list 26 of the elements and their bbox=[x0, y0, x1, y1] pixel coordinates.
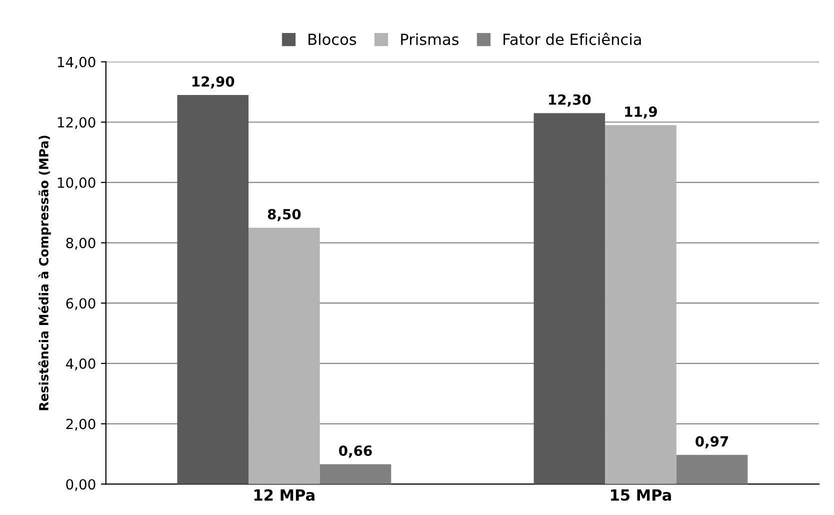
legend-label: Blocos bbox=[308, 33, 356, 46]
y-tick-label: 8,00 bbox=[66, 238, 96, 250]
data-label: 0,97 bbox=[696, 436, 728, 448]
x-tick-label: 12 MPa bbox=[254, 489, 314, 501]
bar bbox=[177, 94, 249, 484]
bar bbox=[676, 454, 748, 484]
data-label: 11,9 bbox=[625, 106, 657, 119]
data-label: 0,66 bbox=[339, 445, 372, 458]
y-tick-label: 2,00 bbox=[66, 418, 96, 431]
bar bbox=[534, 113, 606, 484]
bar bbox=[248, 228, 320, 484]
x-tick-label: 15 MPa bbox=[611, 489, 671, 501]
bar bbox=[605, 125, 676, 484]
y-tick-label: 0,00 bbox=[66, 479, 96, 491]
legend-label: Fator de Eficiência bbox=[504, 32, 641, 46]
data-label: 8,50 bbox=[268, 208, 301, 222]
y-tick-label: 14,00 bbox=[58, 56, 96, 69]
y-tick-label: 6,00 bbox=[66, 298, 96, 310]
y-axis-title: Resistência Média à Compressão (MPa) bbox=[38, 136, 51, 410]
data-label: 12,90 bbox=[192, 76, 234, 89]
y-tick-label: 10,00 bbox=[58, 177, 96, 190]
bar bbox=[320, 464, 392, 484]
y-tick-label: 4,00 bbox=[66, 358, 96, 370]
y-tick-label: 12,00 bbox=[58, 117, 96, 130]
legend-label: Prismas bbox=[401, 33, 459, 46]
data-label: 12,30 bbox=[549, 94, 591, 107]
